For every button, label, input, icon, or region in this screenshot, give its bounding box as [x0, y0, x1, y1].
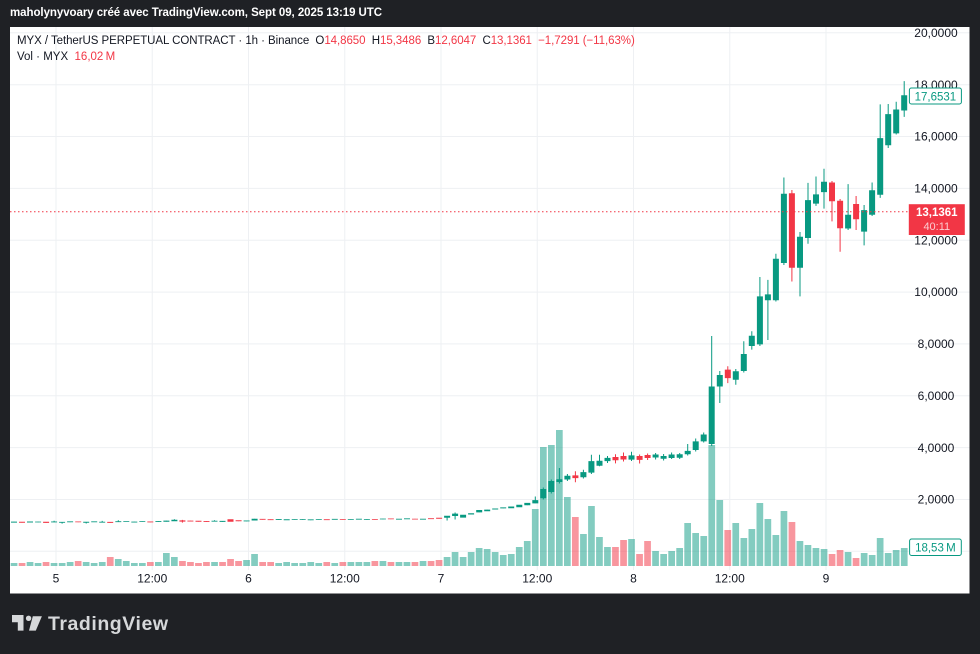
svg-text:13,1361: 13,1361	[916, 207, 958, 219]
svg-text:12:00: 12:00	[137, 572, 167, 586]
svg-text:18,53 M: 18,53 M	[915, 543, 956, 555]
svg-text:12:00: 12:00	[522, 572, 552, 586]
svg-text:12:00: 12:00	[715, 572, 745, 586]
svg-text:16,0000: 16,0000	[914, 130, 958, 144]
svg-text:5: 5	[53, 572, 60, 586]
svg-text:14,0000: 14,0000	[914, 182, 958, 196]
svg-text:9: 9	[823, 572, 830, 586]
svg-text:10,0000: 10,0000	[914, 285, 958, 299]
svg-text:8: 8	[630, 572, 637, 586]
svg-text:6,0000: 6,0000	[918, 389, 955, 403]
svg-text:20,0000: 20,0000	[914, 26, 958, 40]
svg-text:40:11: 40:11	[923, 221, 950, 233]
svg-text:6: 6	[245, 572, 252, 586]
svg-text:2,0000: 2,0000	[918, 493, 955, 507]
svg-text:8,0000: 8,0000	[918, 337, 955, 351]
svg-text:12,0000: 12,0000	[914, 233, 958, 247]
svg-text:17,6531: 17,6531	[915, 91, 957, 103]
svg-text:7: 7	[438, 572, 445, 586]
svg-text:4,0000: 4,0000	[918, 441, 955, 455]
svg-text:12:00: 12:00	[330, 572, 360, 586]
